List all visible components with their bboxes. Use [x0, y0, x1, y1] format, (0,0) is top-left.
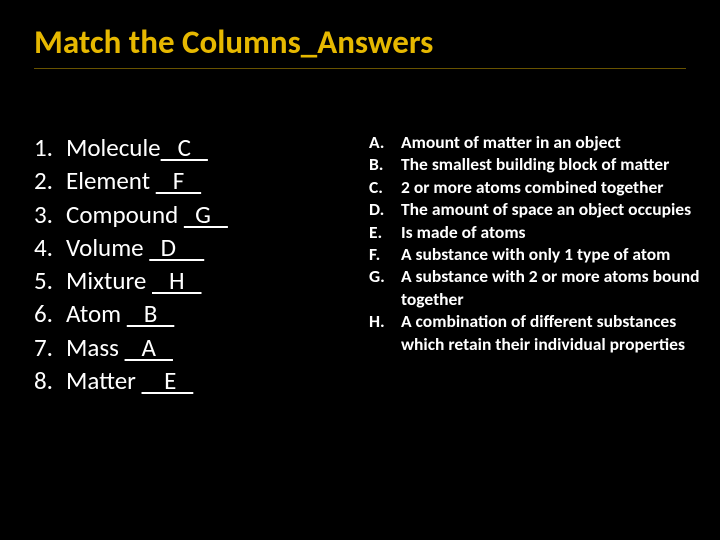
definition-text: The smallest building block of matter	[401, 153, 669, 175]
term-text: Element	[66, 165, 156, 196]
definition-letter: D.	[369, 198, 401, 220]
term-text-wrap: Molecule C	[66, 131, 208, 164]
definition-row: D. The amount of space an object occupie…	[369, 198, 702, 220]
definition-text: A substance with only 1 type of atom	[401, 243, 670, 265]
title-underline	[34, 68, 686, 69]
definitions-column: A. Amount of matter in an object B. The …	[369, 131, 720, 397]
terms-list: 1. Molecule C 2. Element F 3. Compound G	[34, 131, 369, 397]
term-number: 8.	[34, 364, 66, 397]
term-answer: H	[152, 265, 202, 296]
slide: Match the Columns_Answers 1. Molecule C …	[0, 0, 720, 540]
term-text-wrap: Matter E	[66, 364, 193, 397]
slide-body: 1. Molecule C 2. Element F 3. Compound G	[0, 69, 720, 397]
term-text-wrap: Mass A	[66, 331, 173, 364]
term-row: 8. Matter E	[34, 364, 369, 397]
definition-text: The amount of space an object occupies	[401, 198, 691, 220]
definitions-list: A. Amount of matter in an object B. The …	[369, 131, 702, 355]
definition-row: G. A substance with 2 or more atoms boun…	[369, 265, 702, 310]
term-text: Mixture	[66, 265, 152, 296]
definition-text: Is made of atoms	[401, 221, 526, 243]
term-row: 5. Mixture H	[34, 264, 369, 297]
term-text-wrap: Volume D	[66, 231, 204, 264]
definition-text: Amount of matter in an object	[401, 131, 621, 153]
term-answer: D	[149, 232, 204, 263]
term-number: 6.	[34, 297, 66, 330]
term-row: 2. Element F	[34, 164, 369, 197]
term-text-wrap: Element F	[66, 164, 201, 197]
definition-row: A. Amount of matter in an object	[369, 131, 702, 153]
term-number: 3.	[34, 198, 66, 231]
term-answer: F	[156, 165, 201, 196]
definition-row: F. A substance with only 1 type of atom	[369, 243, 702, 265]
term-text-wrap: Compound G	[66, 198, 228, 231]
term-text: Matter	[66, 365, 142, 396]
terms-column: 1. Molecule C 2. Element F 3. Compound G	[0, 131, 369, 397]
term-row: 4. Volume D	[34, 231, 369, 264]
definition-letter: H.	[369, 310, 401, 332]
term-text: Mass	[66, 332, 125, 363]
definition-letter: B.	[369, 153, 401, 175]
slide-title: Match the Columns_Answers	[0, 0, 720, 68]
definition-letter: A.	[369, 131, 401, 153]
term-answer: B	[127, 298, 175, 329]
definition-letter: F.	[369, 243, 401, 265]
definition-letter: G.	[369, 265, 401, 287]
term-answer: A	[125, 332, 173, 363]
term-row: 3. Compound G	[34, 198, 369, 231]
term-text: Volume	[66, 232, 149, 263]
definition-letter: E.	[369, 221, 401, 243]
term-text: Compound	[66, 199, 184, 230]
term-row: 7. Mass A	[34, 331, 369, 364]
term-number: 4.	[34, 231, 66, 264]
definition-row: H. A combination of different substances…	[369, 310, 702, 355]
term-answer: G	[184, 199, 228, 230]
definition-row: E. Is made of atoms	[369, 221, 702, 243]
term-text-wrap: Atom B	[66, 297, 174, 330]
definition-row: C. 2 or more atoms combined together	[369, 176, 702, 198]
definition-letter: C.	[369, 176, 401, 198]
term-answer: C	[161, 132, 208, 163]
term-number: 5.	[34, 264, 66, 297]
definition-text: A substance with 2 or more atoms bound t…	[401, 265, 702, 310]
term-answer: E	[142, 365, 194, 396]
term-number: 1.	[34, 131, 66, 164]
term-number: 2.	[34, 164, 66, 197]
term-text-wrap: Mixture H	[66, 264, 202, 297]
term-row: 6. Atom B	[34, 297, 369, 330]
term-text: Atom	[66, 298, 127, 329]
term-row: 1. Molecule C	[34, 131, 369, 164]
definition-text: 2 or more atoms combined together	[401, 176, 664, 198]
definition-text: A combination of different substances wh…	[401, 310, 702, 355]
definition-row: B. The smallest building block of matter	[369, 153, 702, 175]
term-number: 7.	[34, 331, 66, 364]
term-text: Molecule	[66, 132, 161, 163]
